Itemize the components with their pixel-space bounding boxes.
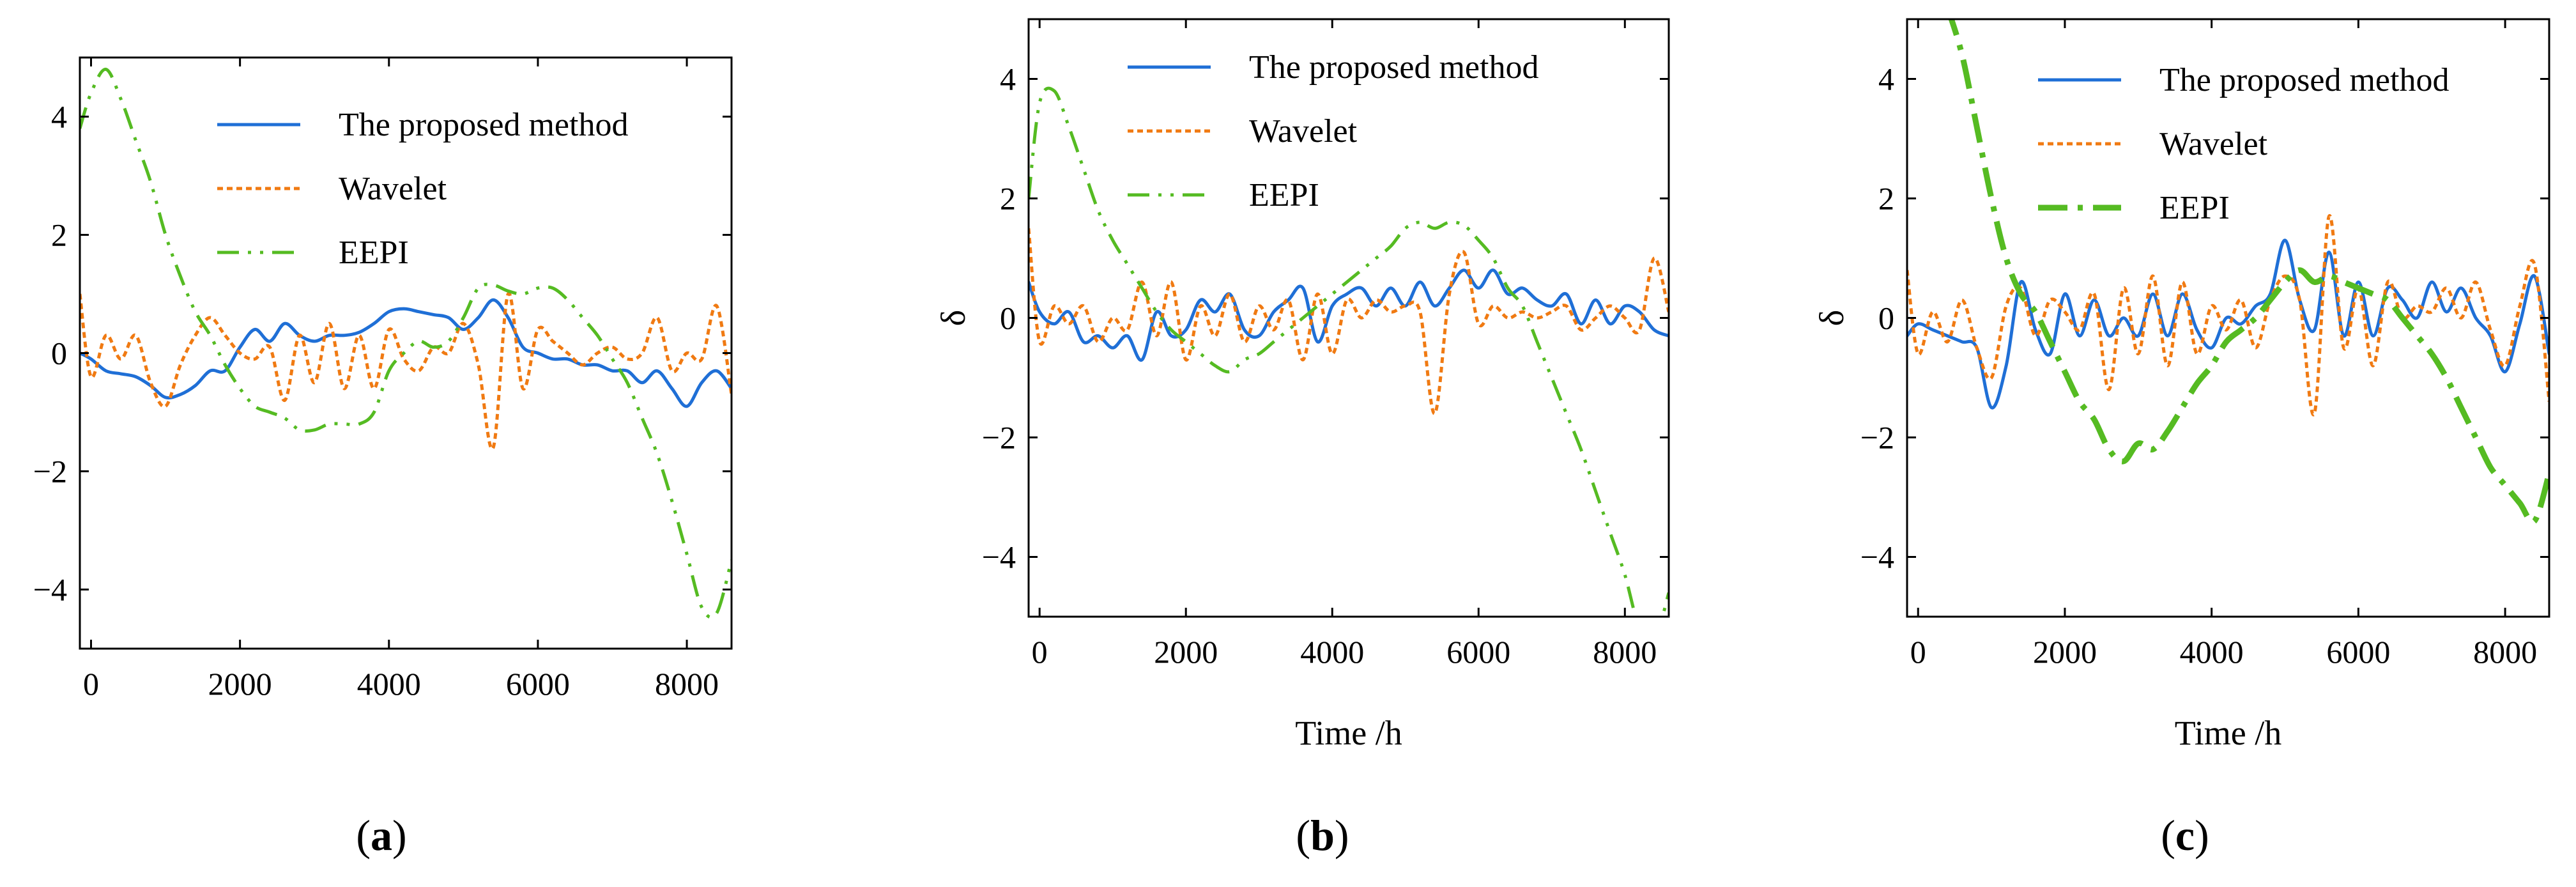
y-tick-label: −4 [982, 539, 1016, 575]
y-tick-label: 4 [1000, 61, 1016, 97]
x-axis-label: Time /h [2175, 714, 2282, 752]
legend-entry-label: The proposed method [1249, 49, 1538, 86]
series-group [1029, 86, 1669, 617]
x-tick-label: 8000 [1593, 634, 1657, 670]
y-tick-label: −4 [1860, 539, 1894, 575]
y-tick-label: 0 [1878, 300, 1894, 336]
legend-entry-label: Wavelet [2159, 126, 2268, 162]
legend-entry-label: EEPI [1249, 177, 1319, 213]
legend: The proposed method Wavelet EEPI [217, 107, 628, 271]
series-line-the-proposed-method [80, 298, 732, 408]
legend-entry-label: EEPI [339, 235, 409, 271]
x-tick-label: 4000 [1300, 634, 1364, 670]
x-tick-label: 4000 [357, 666, 421, 702]
x-tick-label: 0 [1032, 634, 1048, 670]
series-line-wavelet [1029, 228, 1669, 415]
x-tick-label: 0 [83, 666, 99, 702]
x-tick-label: 6000 [2326, 634, 2390, 670]
y-tick-label: 0 [51, 336, 67, 371]
y-axis-label: δ [1813, 310, 1851, 326]
y-tick-label: 2 [1000, 181, 1016, 217]
x-tick-label: 6000 [1446, 634, 1510, 670]
legend-entry-label: Wavelet [339, 171, 447, 207]
legend-entry-label: EEPI [2159, 190, 2230, 226]
series-line-eepi [1948, 19, 2549, 525]
series-line-the-proposed-method [1907, 238, 2549, 410]
y-tick-label: −4 [33, 572, 67, 608]
chart-panel-b: 0 2000 4000 6000 8000 −4 −2 0 2 4 Time /h δ The prop… [934, 18, 1670, 860]
y-axis-label: δ [934, 310, 972, 326]
x-tick-label: 2000 [1154, 634, 1218, 670]
series-line-the-proposed-method [1029, 268, 1669, 362]
x-tick-label: 2000 [2033, 634, 2097, 670]
chart-panel-a: 0 2000 4000 6000 8000 −4 −2 0 2 4 The proposed met… [33, 56, 733, 860]
x-tick-label: 2000 [208, 666, 272, 702]
legend: The proposed method Wavelet EEPI [1128, 49, 1538, 213]
series-line-eepi [1029, 86, 1669, 617]
chart-panel-c: 0 2000 4000 6000 8000 −4 −2 0 2 4 Time /h δ The prop… [1813, 18, 2550, 860]
x-tick-label: 4000 [2180, 634, 2244, 670]
x-tick-label: 8000 [655, 666, 719, 702]
panel-label: (b) [1296, 811, 1349, 860]
x-axis-label: Time /h [1295, 714, 1402, 752]
y-tick-label: 2 [1878, 181, 1894, 217]
panel-label: (a) [356, 811, 406, 860]
y-tick-label: 4 [1878, 61, 1894, 97]
y-tick-label: −2 [1860, 420, 1894, 456]
series-line-eepi [80, 68, 732, 619]
legend-entry-label: The proposed method [339, 107, 628, 143]
x-tick-label: 8000 [2473, 634, 2537, 670]
series-line-wavelet [80, 291, 732, 451]
series-group [80, 68, 732, 619]
legend-entry-label: Wavelet [1249, 113, 1358, 150]
panel-label: (c) [2161, 811, 2209, 860]
y-tick-label: −2 [33, 454, 67, 490]
y-tick-label: 0 [1000, 300, 1016, 336]
y-tick-label: 2 [51, 217, 67, 253]
series-group [1907, 19, 2549, 525]
y-tick-label: 4 [51, 99, 67, 135]
y-tick-label: −2 [982, 420, 1016, 456]
x-tick-label: 0 [1910, 634, 1926, 670]
legend-entry-label: The proposed method [2159, 62, 2449, 98]
axes-frame [1027, 18, 1670, 618]
x-tick-label: 6000 [506, 666, 570, 702]
legend: The proposed method Wavelet EEPI [2038, 62, 2449, 226]
